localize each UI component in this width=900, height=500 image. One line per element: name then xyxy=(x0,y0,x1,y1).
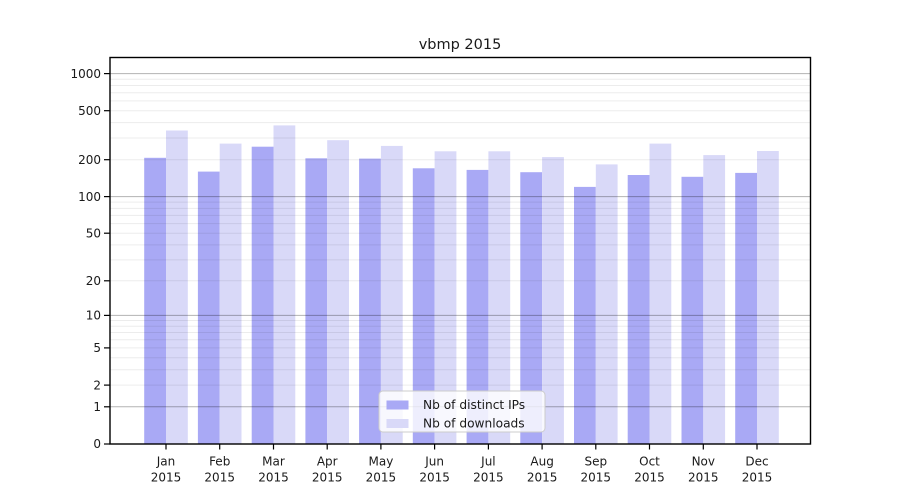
labels-layer: 0 1 2 5 10 20 50 100 200 500 1000 Jan 2015 Feb 2015 Mar… xyxy=(70,67,772,485)
y-tick-label: 20 xyxy=(86,274,101,288)
y-tick-label: 0 xyxy=(93,437,101,451)
bar-ips-mar xyxy=(251,146,274,444)
y-tick-label: 10 xyxy=(86,309,101,323)
chart-title: vbmp 2015 xyxy=(419,37,502,53)
x-tick-label-month: Jan xyxy=(156,455,176,469)
y-tick-label: 1000 xyxy=(70,67,101,81)
x-tick-label-year: 2015 xyxy=(258,471,289,485)
bar-downloads-dec xyxy=(757,151,779,444)
bar-downloads-feb xyxy=(219,143,242,444)
x-tick-label-year: 2015 xyxy=(151,471,182,485)
legend-label: Nb of downloads xyxy=(423,417,525,431)
bar-ips-oct xyxy=(627,175,650,444)
bar-ips-sep xyxy=(574,186,596,444)
x-tick-label-year: 2015 xyxy=(581,471,612,485)
x-tick-label-year: 2015 xyxy=(366,471,397,485)
x-tick-label-month: Apr xyxy=(317,455,338,469)
y-tick-label: 2 xyxy=(93,378,101,392)
bar-ips-apr xyxy=(305,158,328,445)
axis-layer xyxy=(104,56,812,450)
legend-label: Nb of distinct IPs xyxy=(423,398,525,412)
grid-layer xyxy=(110,73,811,408)
x-tick-label-month: May xyxy=(368,455,393,469)
x-tick-label-year: 2015 xyxy=(473,471,504,485)
y-tick-label: 5 xyxy=(93,341,101,355)
bar-downloads-mar xyxy=(273,125,296,445)
y-tick-label: 1 xyxy=(93,400,101,414)
x-tick-label-month: Mar xyxy=(262,455,285,469)
legend-swatch-downloads xyxy=(386,419,409,428)
y-tick-label: 100 xyxy=(78,190,101,204)
bar-ips-dec xyxy=(735,172,757,444)
bar-downloads-may xyxy=(380,145,403,444)
legend-swatch-ips xyxy=(386,400,409,410)
bar-downloads-jun xyxy=(434,151,457,445)
bar-downloads-jan xyxy=(166,130,188,444)
x-tick-label-month: Jun xyxy=(424,455,444,469)
bars-layer xyxy=(144,125,779,445)
bar-downloads-sep xyxy=(595,164,618,444)
x-tick-label-month: Jul xyxy=(480,455,495,469)
bar-downloads-jul xyxy=(488,151,511,445)
bar-ips-feb xyxy=(197,171,220,444)
bar-ips-nov xyxy=(681,176,704,445)
bar-downloads-oct xyxy=(649,143,672,444)
legend-box xyxy=(378,390,546,433)
x-tick-label-month: Oct xyxy=(639,455,660,469)
y-tick-label: 500 xyxy=(78,104,101,118)
x-tick-label-month: Feb xyxy=(209,455,230,469)
bar-ips-jul xyxy=(466,169,489,444)
bar-downloads-apr xyxy=(327,140,349,444)
x-tick-label-year: 2015 xyxy=(688,471,719,485)
x-tick-label-month: Dec xyxy=(745,455,768,469)
bar-downloads-nov xyxy=(703,155,726,444)
y-tick-label: 200 xyxy=(78,153,101,167)
x-tick-label-month: Aug xyxy=(530,455,553,469)
bar-ips-jan xyxy=(144,157,166,445)
x-tick-label-year: 2015 xyxy=(204,471,235,485)
x-tick-label-year: 2015 xyxy=(419,471,450,485)
bar-ips-aug xyxy=(520,172,543,444)
x-tick-label-year: 2015 xyxy=(634,471,665,485)
x-tick-label-year: 2015 xyxy=(312,471,343,485)
plot-border xyxy=(109,56,812,445)
bar-ips-may xyxy=(359,158,381,444)
x-tick-label-year: 2015 xyxy=(527,471,558,485)
legend: Nb of distinct IPs Nb of downloads xyxy=(378,390,546,433)
x-tick-label-month: Sep xyxy=(584,455,607,469)
bar-ips-jun xyxy=(412,168,435,445)
bar-downloads-aug xyxy=(542,157,564,444)
y-tick-label: 50 xyxy=(86,226,101,240)
x-tick-label-year: 2015 xyxy=(742,471,773,485)
x-tick-label-month: Nov xyxy=(692,455,715,469)
